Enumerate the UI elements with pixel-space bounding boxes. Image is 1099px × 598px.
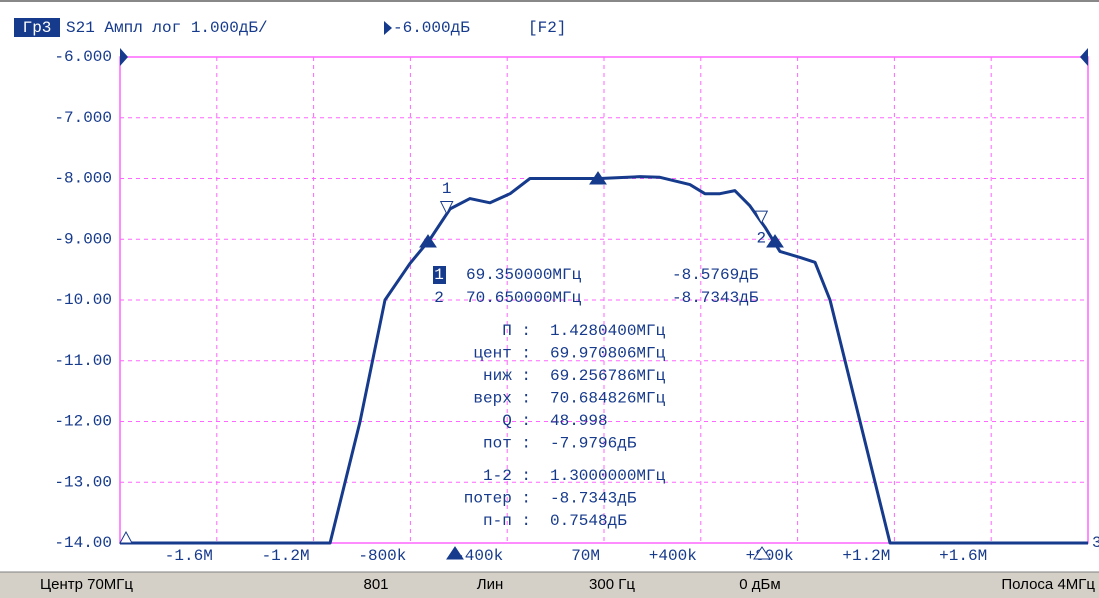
marker <box>754 210 769 225</box>
marker-num: 2 <box>434 289 444 307</box>
readout-label: Q : <box>502 412 531 430</box>
x-tick-label: -1.2M <box>262 547 310 565</box>
x-tick-label: -800k <box>358 547 406 565</box>
background <box>0 0 1099 572</box>
reference: -6.000дБ <box>393 19 470 37</box>
ref-marker-left <box>120 48 128 66</box>
active-marker-bg <box>433 266 446 284</box>
marker-value: -8.7343дБ <box>672 289 759 307</box>
marker-num: 1 <box>434 266 444 284</box>
y-tick-label: -11.00 <box>54 352 112 370</box>
readout-value: 1.4280400МГц <box>550 322 666 340</box>
y-tick-label: -13.00 <box>54 473 112 491</box>
aux-marker <box>766 234 784 248</box>
ref-arrow <box>384 21 392 35</box>
x-tick-label: +1.6M <box>939 547 987 565</box>
plot-frame <box>119 56 1089 544</box>
top-edge <box>0 0 1099 2</box>
readout-label: верх : <box>473 390 531 408</box>
marker-freq: 70.650000МГц <box>466 289 582 307</box>
readout-value: 48.998 <box>550 412 608 430</box>
trace-label: Гр3 <box>23 19 52 37</box>
x-tick-label: -1.6M <box>165 547 213 565</box>
readout-label: П : <box>502 322 531 340</box>
status-item: Центр 70МГц <box>40 576 133 593</box>
x-tick-label: +400k <box>649 547 697 565</box>
readout-value: 0.7548дБ <box>550 512 627 530</box>
x-tick-label: +800k <box>746 547 794 565</box>
readout-label: цент : <box>473 345 531 363</box>
readout-label: 1-2 : <box>483 467 531 485</box>
marker-freq: 69.350000МГц <box>466 266 582 284</box>
y-tick-label: -6.000 <box>54 48 112 66</box>
status-item: 0 дБм <box>739 576 780 593</box>
readout-value: 69.970806МГц <box>550 345 666 363</box>
aux-marker <box>753 546 771 560</box>
right-marker: 3 <box>1092 534 1099 552</box>
status-item: Лин <box>477 576 504 593</box>
status-item: 801 <box>363 576 388 593</box>
aux-marker <box>589 171 607 185</box>
marker <box>439 201 454 215</box>
x-tick-label: 70M <box>571 547 600 565</box>
y-tick-label: -8.000 <box>54 170 112 188</box>
marker-value: -8.5769дБ <box>672 266 759 284</box>
y-tick-label: -9.000 <box>54 230 112 248</box>
status-item: Полоса 4МГц <box>1001 576 1095 593</box>
readout-value: -7.9796дБ <box>550 435 637 453</box>
marker-label: 1 <box>442 180 452 198</box>
aux-marker <box>419 234 437 248</box>
readout-value: 1.3000000МГц <box>550 467 666 485</box>
marker-label: 2 <box>756 229 766 247</box>
trace-label-bg <box>14 18 60 37</box>
readout-value: 70.684826МГц <box>550 390 666 408</box>
x-tick-label: -400k <box>455 547 503 565</box>
ref-marker-right <box>1080 48 1088 66</box>
y-tick-label: -14.00 <box>54 534 112 552</box>
aux-marker <box>119 530 133 544</box>
trace <box>120 175 1088 545</box>
readout-label: потер : <box>464 490 531 508</box>
y-tick-label: -7.000 <box>54 109 112 127</box>
status-item: 300 Гц <box>589 576 635 593</box>
readout-label: п-п : <box>483 512 531 530</box>
readout-label: ниж : <box>483 367 531 385</box>
status-bar-bg <box>0 572 1099 598</box>
readout-value: 69.256786МГц <box>550 367 666 385</box>
readout-label: пот : <box>483 435 531 453</box>
y-tick-label: -10.00 <box>54 291 112 309</box>
channel-key: [F2] <box>528 19 566 37</box>
readout-value: -8.7343дБ <box>550 490 637 508</box>
aux-marker <box>446 546 464 560</box>
title: S21 Ампл лог 1.000дБ/ <box>66 19 268 37</box>
y-tick-label: -12.00 <box>54 413 112 431</box>
x-tick-label: +1.2M <box>842 547 890 565</box>
